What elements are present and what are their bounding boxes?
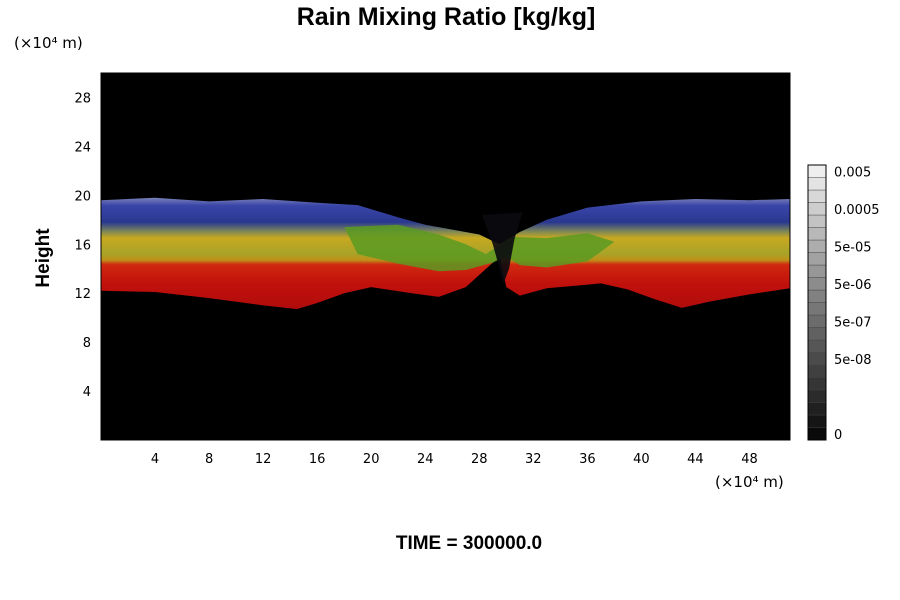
colorbar-tick-label: 0 (834, 428, 842, 443)
x-tick-label: 20 (363, 452, 380, 467)
colorbar-level (807, 314, 827, 328)
colorbar-tick-label: 5e-05 (834, 240, 872, 255)
colorbar-level (807, 227, 827, 241)
colorbar-level (807, 389, 827, 403)
y-unit-label: (×10⁴ m) (14, 34, 83, 52)
y-tick-label: 8 (83, 336, 91, 351)
colorbar-level (807, 289, 827, 303)
colorbar-tick-label: 5e-07 (834, 315, 872, 330)
x-tick-label: 16 (309, 452, 326, 467)
colorbar-level (807, 327, 827, 341)
x-unit-label: (×10⁴ m) (715, 473, 784, 491)
y-tick-label: 20 (74, 189, 91, 204)
plot-frame (100, 72, 791, 441)
colorbar-level (807, 302, 827, 316)
colorbar-level (807, 427, 827, 441)
colorbar-tick-label: 0.0005 (834, 203, 880, 218)
x-tick-label: 40 (633, 452, 650, 467)
colorbar-level (807, 277, 827, 291)
x-tick-label: 32 (525, 452, 542, 467)
y-tick-label: 24 (74, 140, 91, 155)
colorbar-level (807, 377, 827, 391)
colorbar-tick-label: 5e-08 (834, 353, 872, 368)
x-tick-label: 48 (741, 452, 758, 467)
y-tick-label: 12 (74, 287, 91, 302)
colorbar-level (807, 202, 827, 216)
green-band (344, 224, 615, 272)
x-tick-label: 12 (255, 452, 272, 467)
colorbar-tick-label: 0.005 (834, 165, 871, 180)
colorbar-level (807, 177, 827, 191)
x-tick-label: 4 (151, 452, 159, 467)
chart-title: Rain Mixing Ratio [kg/kg] (297, 3, 596, 31)
colorbar-level (807, 339, 827, 353)
colorbar-frame (807, 164, 827, 441)
y-tick-label: 16 (74, 238, 91, 253)
center-gap (482, 212, 523, 284)
x-tick-label: 24 (417, 452, 434, 467)
x-tick-label: 8 (205, 452, 213, 467)
y-axis-label: Height (33, 228, 54, 288)
colorbar-level (807, 252, 827, 266)
colorbar: 0.005 0.0005 5e-05 5e-06 5e-07 5e-08 0 (807, 164, 880, 443)
colorbar-level (807, 352, 827, 366)
colorbar-level (807, 239, 827, 253)
colorbar-level (807, 189, 827, 203)
colorbar-level (807, 214, 827, 228)
colorbar-level (807, 164, 827, 178)
y-tick-label: 4 (83, 385, 91, 400)
colorbar-level (807, 414, 827, 428)
time-label: TIME = 300000.0 (396, 533, 542, 554)
x-tick-label: 44 (687, 452, 704, 467)
y-tick-label: 28 (74, 91, 91, 106)
colorbar-level (807, 364, 827, 378)
colorbar-level (807, 402, 827, 416)
x-tick-label: 28 (471, 452, 488, 467)
colorbar-tick-label: 5e-06 (834, 278, 872, 293)
plot-area (100, 72, 791, 441)
x-tick-label: 36 (579, 452, 596, 467)
colorbar-level (807, 264, 827, 278)
